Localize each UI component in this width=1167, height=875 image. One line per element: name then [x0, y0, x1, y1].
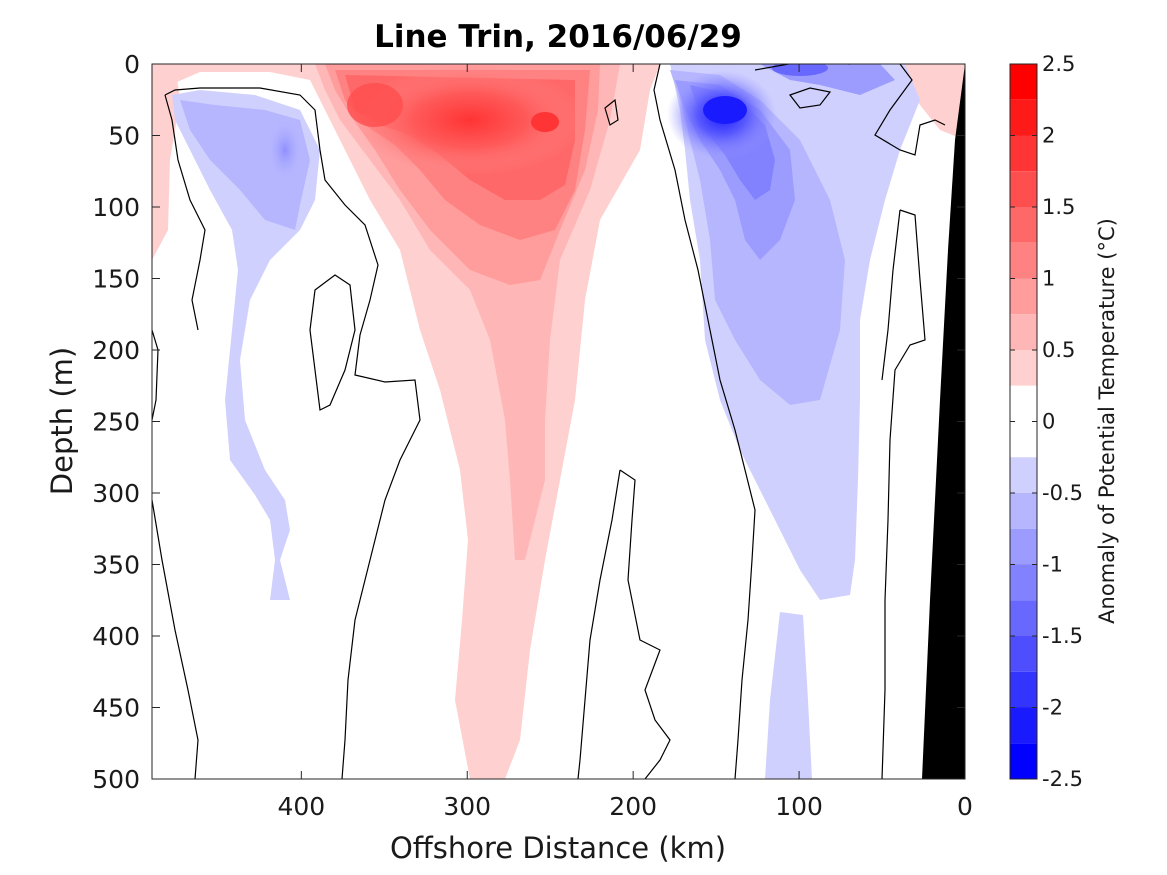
colorbar-swatch	[1010, 350, 1037, 386]
contour-line	[881, 209, 901, 381]
colorbar-tick-label: 0.5	[1042, 338, 1075, 362]
y-tick-label: 500	[92, 765, 140, 794]
colorbar: 2.5 2 1.5 1 0.5 0 -0.5 -1 -1.5 -2 -2.5	[1009, 52, 1083, 791]
y-tick-label: 100	[92, 193, 140, 222]
colorbar-tick-label: 1.5	[1042, 195, 1075, 219]
plot-area	[152, 64, 965, 779]
x-tick-label: 0	[957, 792, 973, 821]
colorbar-swatch	[1010, 457, 1037, 493]
colorbar-swatch	[1010, 385, 1037, 422]
x-axis: 400 300 200 100 0	[277, 64, 973, 821]
y-tick-label: 0	[124, 50, 140, 79]
chart-title: Line Trin, 2016/06/29	[374, 19, 742, 55]
contour-line	[619, 469, 671, 779]
cold-surface-core	[772, 64, 828, 76]
contour-line	[653, 64, 756, 779]
y-tick-label: 400	[92, 622, 140, 651]
x-tick-label: 100	[775, 792, 823, 821]
colorbar-swatch	[1010, 707, 1037, 744]
warm-core	[355, 65, 585, 175]
warm-offshore-edge	[152, 64, 180, 260]
warm-core-west	[347, 83, 403, 127]
colorbar-tick-label: -1	[1042, 553, 1063, 577]
x-axis-label: Offshore Distance (km)	[390, 831, 726, 865]
colorbar-tick-label: 0	[1042, 410, 1055, 434]
colorbar-swatch	[1010, 314, 1037, 350]
contour-line	[152, 329, 159, 421]
y-tick-label: 450	[92, 694, 140, 723]
colorbar-swatch	[1010, 242, 1037, 279]
x-tick-label: 300	[443, 792, 491, 821]
colorbar-swatch	[1010, 421, 1037, 458]
colorbar-swatch	[1010, 64, 1037, 100]
x-tick-label: 400	[277, 792, 325, 821]
y-tick-label: 250	[92, 408, 140, 437]
colorbar-swatch	[1010, 99, 1037, 136]
contour-line	[789, 87, 832, 109]
colorbar-swatch	[1010, 207, 1037, 243]
colorbar-label: Anomaly of Potential Temperature (°C)	[1095, 218, 1119, 624]
bathymetry-seafloor	[922, 64, 965, 779]
colorbar-tick-label: -0.5	[1042, 481, 1083, 505]
colorbar-swatch	[1010, 564, 1037, 601]
y-axis-label: Depth (m)	[45, 347, 79, 495]
colorbar-swatch	[1010, 528, 1037, 565]
colorbar-swatch	[1010, 743, 1037, 779]
contour-line	[152, 499, 199, 779]
cold-offshore-core	[267, 118, 303, 182]
contour-line	[164, 87, 421, 779]
y-tick-label: 50	[108, 122, 140, 151]
y-tick-label: 300	[92, 479, 140, 508]
y-axis: 0 50 100 150 200 250 300 350 400 450 500	[92, 50, 965, 794]
colorbar-swatch	[1010, 493, 1037, 529]
colorbar-tick-label: 1	[1042, 267, 1055, 291]
contour-line	[577, 469, 621, 779]
colorbar-tick-label: -1.5	[1042, 624, 1083, 648]
warm-core-max	[531, 112, 559, 132]
cold-core-max	[703, 96, 747, 124]
contour-line	[309, 274, 356, 411]
colorbar-swatch	[1010, 671, 1037, 708]
colorbar-tick-label: 2	[1042, 124, 1055, 148]
colorbar-tick-label: -2.5	[1042, 767, 1083, 791]
colorbar-tick-label: -2	[1042, 696, 1063, 720]
y-tick-label: 150	[92, 265, 140, 294]
y-tick-label: 350	[92, 551, 140, 580]
contour-line	[604, 98, 619, 126]
colorbar-swatch	[1010, 600, 1037, 636]
contour-line	[754, 64, 850, 71]
colorbar-swatch	[1010, 636, 1037, 672]
contour-line	[874, 64, 946, 156]
colorbar-swatch	[1010, 135, 1037, 172]
colorbar-swatch	[1010, 278, 1037, 315]
colorbar-tick-label: 2.5	[1042, 52, 1075, 76]
colorbar-swatch	[1010, 171, 1037, 207]
contour-line	[164, 94, 206, 331]
zero-contours	[152, 64, 946, 779]
x-tick-label: 200	[609, 792, 657, 821]
y-tick-label: 200	[92, 336, 140, 365]
cold-deep-stripe	[765, 612, 812, 779]
contour-line	[881, 209, 926, 779]
